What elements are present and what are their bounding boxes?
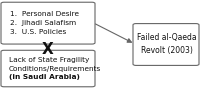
Text: X: X: [42, 42, 54, 57]
FancyBboxPatch shape: [1, 50, 95, 87]
FancyBboxPatch shape: [1, 2, 95, 44]
Text: 1.  Personal Desire
2.  Jihadi Salafism
3.  U.S. Policies: 1. Personal Desire 2. Jihadi Salafism 3.…: [10, 11, 79, 35]
Text: Conditions/Requirements: Conditions/Requirements: [9, 66, 101, 72]
Text: (in Saudi Arabia): (in Saudi Arabia): [9, 74, 80, 80]
Text: Lack of State Fragility: Lack of State Fragility: [9, 57, 89, 63]
FancyBboxPatch shape: [133, 24, 199, 65]
Text: Failed al-Qaeda
Revolt (2003): Failed al-Qaeda Revolt (2003): [137, 33, 197, 55]
